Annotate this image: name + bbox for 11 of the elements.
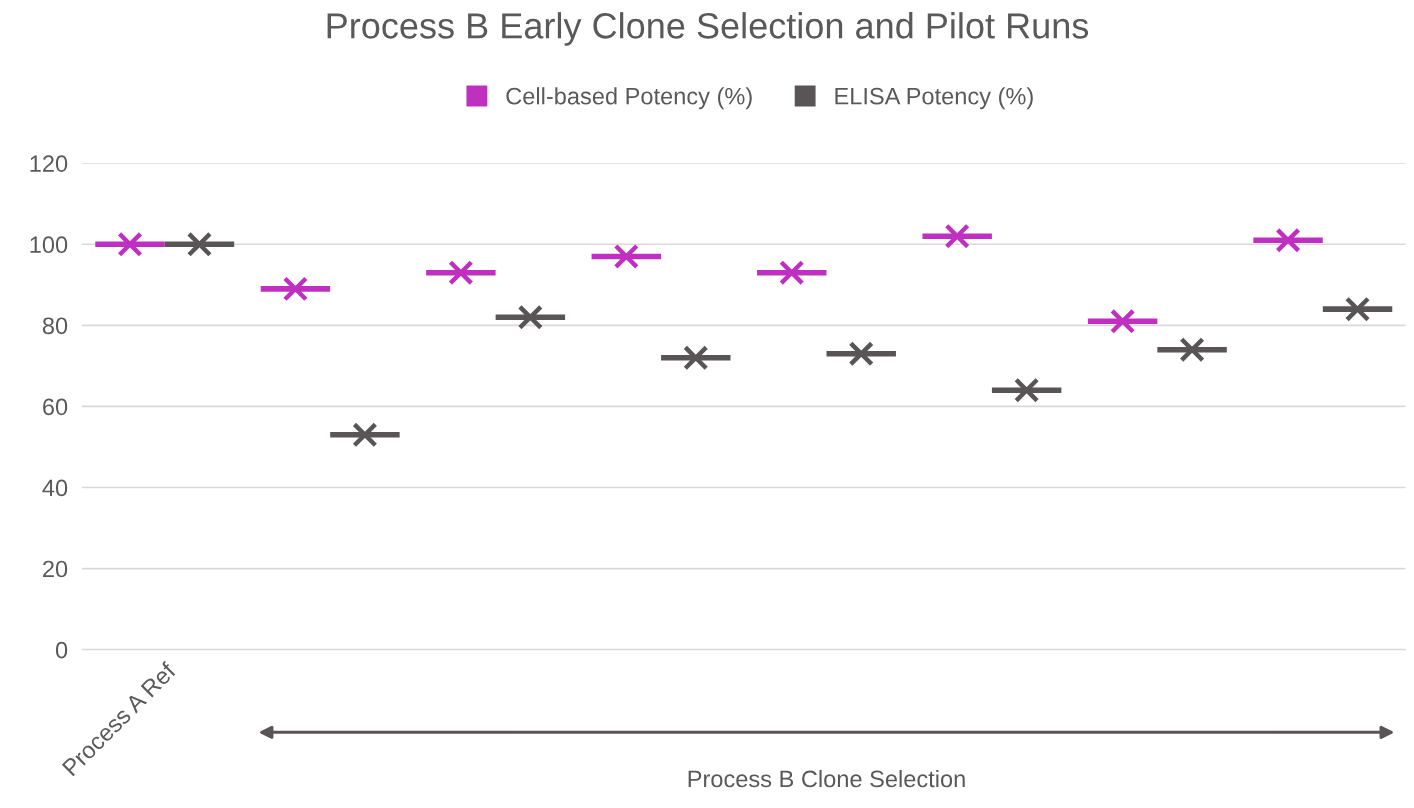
legend-label: ELISA Potency (%)	[835, 87, 1033, 110]
y-tick-label: 60	[43, 398, 68, 416]
y-tick-label: 40	[42, 479, 68, 497]
y-tick-label: 20	[43, 560, 68, 578]
chart-title: Process B Early Clone Selection and Pilot Runs	[327, 12, 1089, 46]
y-tick-label: 120	[30, 155, 68, 172]
y-tick-label: 100	[30, 236, 68, 254]
text: Process B Clone Selection	[688, 769, 965, 788]
y-tick-label: 80	[42, 317, 68, 335]
y-tick-label: 0	[55, 641, 68, 659]
legend-label: Cell-based Potency (%)	[506, 87, 752, 110]
